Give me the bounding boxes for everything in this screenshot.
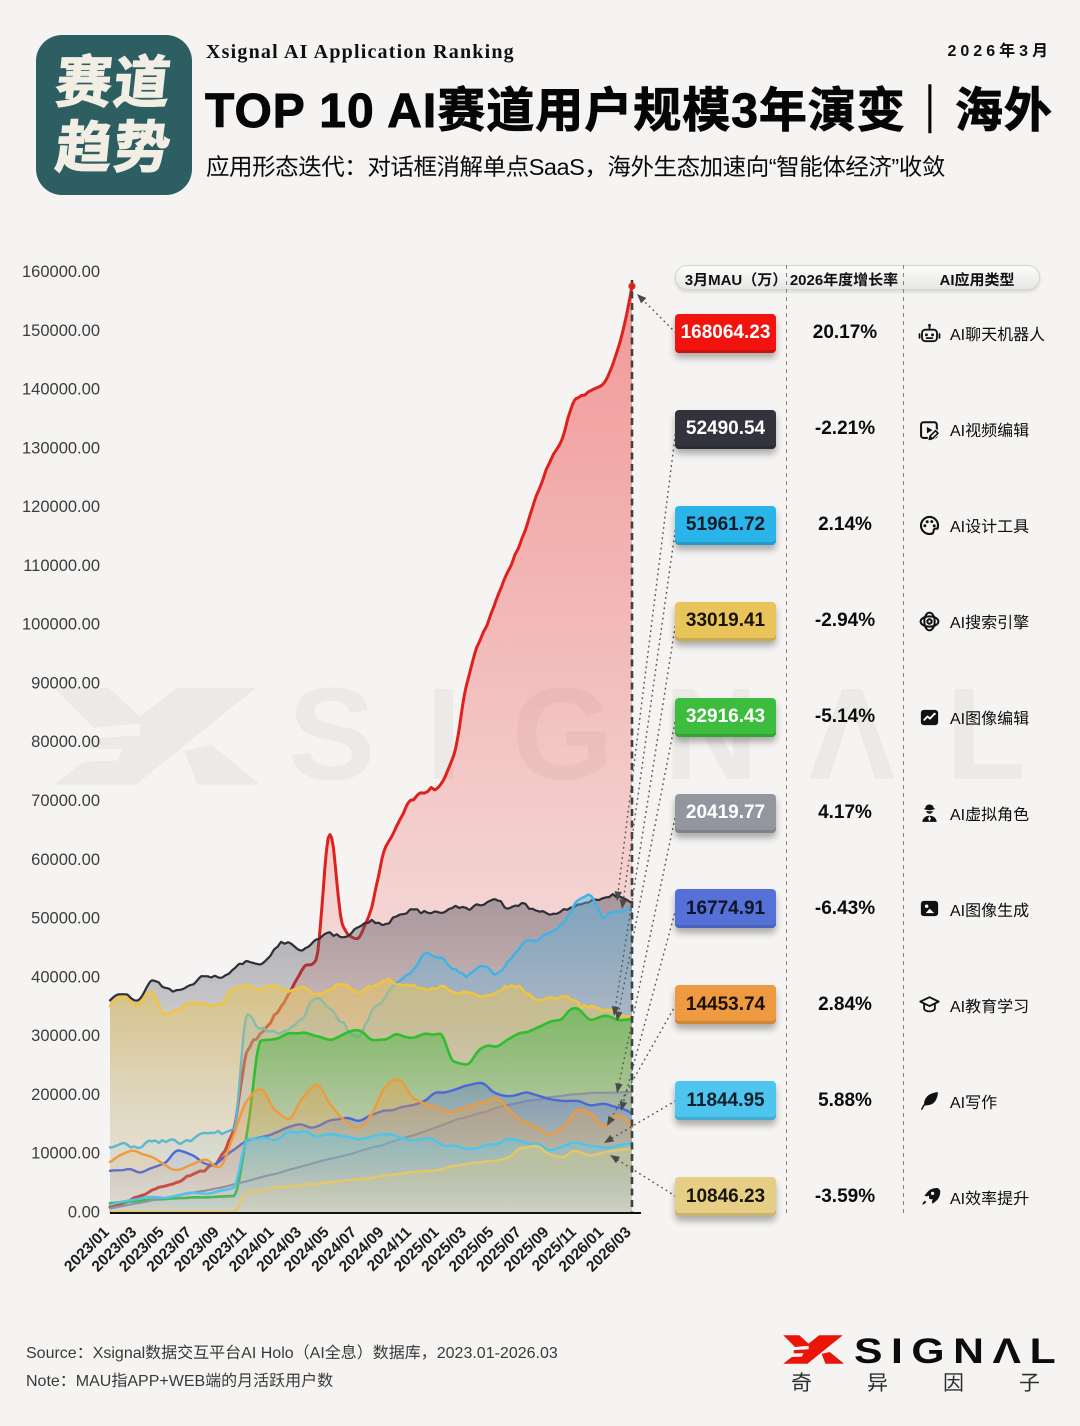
svg-text:90000.00: 90000.00 [31,675,100,693]
svg-text:10000.00: 10000.00 [31,1145,100,1163]
svg-text:160000.00: 160000.00 [22,263,100,281]
svg-text:30000.00: 30000.00 [31,1027,100,1045]
svg-text:SIGNΛL: SIGNΛL [288,660,1076,807]
svg-text:130000.00: 130000.00 [22,439,100,457]
svg-text:60000.00: 60000.00 [31,851,100,869]
svg-text:0.00: 0.00 [68,1204,100,1222]
svg-text:150000.00: 150000.00 [22,322,100,340]
svg-text:140000.00: 140000.00 [22,381,100,399]
svg-text:100000.00: 100000.00 [22,616,100,634]
svg-text:70000.00: 70000.00 [31,792,100,810]
svg-text:40000.00: 40000.00 [31,968,100,986]
svg-text:120000.00: 120000.00 [22,498,100,516]
svg-text:50000.00: 50000.00 [31,910,100,928]
svg-text:110000.00: 110000.00 [23,557,100,575]
svg-text:80000.00: 80000.00 [31,733,100,751]
svg-text:20000.00: 20000.00 [31,1086,100,1104]
